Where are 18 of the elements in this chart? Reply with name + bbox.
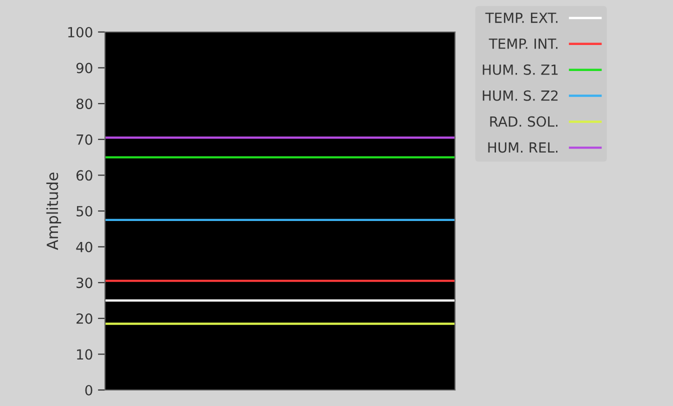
y-tick-label: 40 <box>76 242 92 252</box>
y-tick-label: 10 <box>77 349 92 360</box>
legend-label: TEMP. INT. <box>488 38 558 49</box>
legend-label: HUM. S. Z2 <box>482 90 558 101</box>
y-tick-label: 80 <box>76 98 92 110</box>
y-tick-label: 60 <box>76 170 92 181</box>
legend-label: HUM. REL. <box>488 142 558 153</box>
y-tick-label: 30 <box>76 278 92 288</box>
y-axis-title: Amplitude <box>46 172 62 250</box>
y-tick-label: 100 <box>68 26 92 38</box>
y-tick-label: 90 <box>76 62 92 74</box>
y-tick-label: 70 <box>76 134 92 145</box>
y-tick-label: 50 <box>76 206 92 216</box>
legend-label: HUM. S. Z1 <box>482 64 558 75</box>
y-tick-label: 0 <box>85 384 92 396</box>
legend-label: TEMP. EXT. <box>485 12 558 23</box>
y-tick-label: 20 <box>76 313 92 324</box>
legend-label: RAD. SOL. <box>490 116 558 127</box>
